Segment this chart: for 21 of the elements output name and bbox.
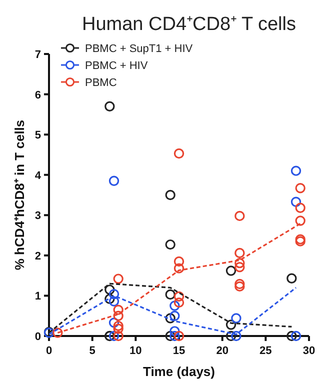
y-tick-label: 2	[34, 250, 41, 262]
legend-label: PBMC + HIV	[85, 60, 148, 72]
legend-label: PBMC + SupT1 + HIV	[85, 43, 194, 55]
y-tick-label: 0	[34, 331, 41, 343]
x-tick-label: 0	[46, 345, 52, 357]
y-axis-title: % hCD4⁺hCD8⁺ in T cells	[12, 120, 27, 270]
y-tick-label: 7	[34, 49, 41, 61]
y-tick-label: 3	[34, 210, 41, 222]
x-tick-label: 15	[172, 345, 186, 357]
y-tick-label: 6	[34, 89, 41, 102]
y-tick-label: 1	[34, 290, 41, 303]
x-tick-label: 5	[89, 345, 96, 357]
y-tick-label: 5	[34, 130, 41, 142]
chart-title: Human CD4⁺CD8⁺ T cells	[82, 14, 296, 35]
x-axis-title: Time (days)	[142, 364, 216, 379]
x-tick-label: 30	[302, 345, 316, 357]
x-tick-label: 20	[216, 345, 228, 357]
y-tick-label: 4	[34, 170, 42, 182]
x-tick-label: 25	[260, 345, 272, 357]
x-tick-label: 10	[130, 345, 142, 357]
legend-label: PBMC	[85, 77, 117, 89]
